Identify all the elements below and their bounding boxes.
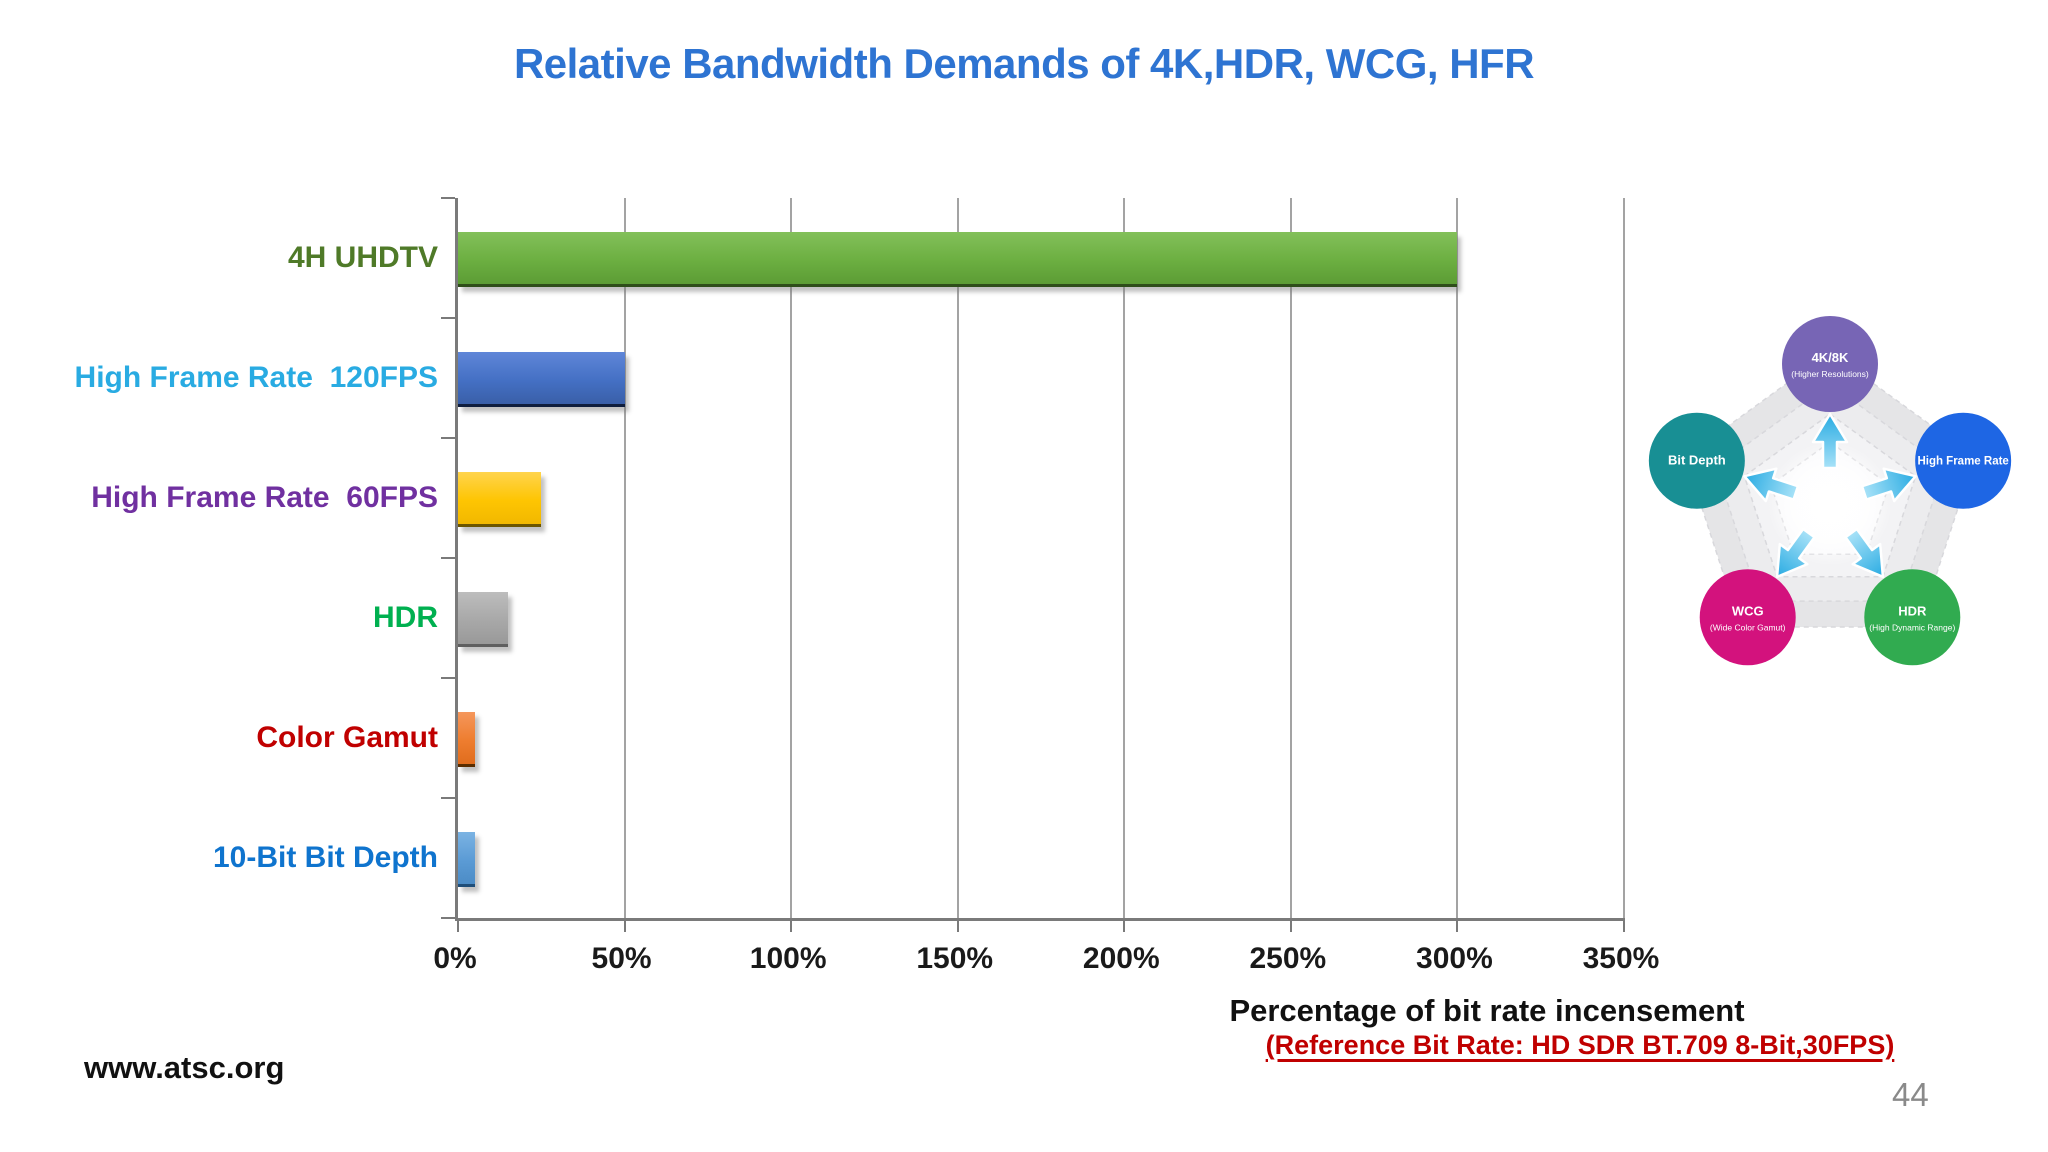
gridline	[1456, 198, 1459, 918]
y-axis-tick	[441, 317, 455, 319]
category-label: High Frame Rate 120FPS	[74, 361, 438, 394]
category-label: HDR	[373, 601, 438, 634]
node-circle	[1915, 412, 2012, 509]
chart-plot-area	[441, 197, 1625, 932]
bar	[458, 712, 475, 767]
x-tick-label: 50%	[591, 942, 652, 975]
page-title: Relative Bandwidth Demands of 4K,HDR, WC…	[513, 40, 1535, 87]
x-axis-tick	[623, 918, 626, 932]
x-tick-label: 150%	[916, 942, 994, 975]
gridline	[790, 198, 793, 918]
x-axis-reference-note: (Reference Bit Rate: HD SDR BT.709 8-Bit…	[1265, 1030, 1895, 1060]
gridline	[956, 198, 959, 918]
x-tick-label: 300%	[1416, 942, 1493, 975]
x-tick-label: 200%	[1082, 942, 1160, 975]
category-label: 4H UHDTV	[287, 241, 438, 274]
node-circle	[1648, 412, 1745, 509]
bar	[458, 832, 475, 887]
x-tick-label: 100%	[749, 942, 827, 975]
node-subtitle: (Wide Color Gamut)	[1710, 622, 1786, 632]
gridline	[623, 198, 626, 918]
node-4k8k: 4K/8K (Higher Resolutions)	[1782, 316, 1878, 412]
gridline	[1289, 198, 1292, 918]
bar	[458, 472, 542, 527]
node-hdr: HDR (High Dynamic Range)	[1864, 569, 1961, 666]
x-axis-tick	[1456, 918, 1459, 932]
x-axis-title: Percentage of bit rate incensement	[1229, 993, 1745, 1028]
node-subtitle: (Higher Resolutions)	[1791, 369, 1869, 379]
node-title: 4K/8K	[1812, 350, 1849, 365]
category-label: 10-Bit Bit Depth	[213, 841, 438, 874]
gridline	[1123, 198, 1126, 918]
y-axis-tick	[441, 677, 455, 679]
x-axis-tick	[956, 918, 959, 932]
x-axis-tick	[790, 918, 793, 932]
arrow-icon	[1743, 467, 1800, 503]
node-bit-depth: Bit Depth	[1648, 412, 1745, 509]
node-wcg: WCG (Wide Color Gamut)	[1699, 569, 1796, 666]
x-axis-tick	[457, 918, 459, 932]
gridline	[1623, 198, 1625, 918]
bar	[458, 232, 1458, 287]
website-url: www.atsc.org	[84, 1050, 285, 1085]
y-axis-tick	[441, 437, 455, 439]
node-title: WCG	[1732, 603, 1764, 618]
y-axis-tick	[441, 197, 455, 199]
arrow-icon	[1811, 412, 1849, 470]
node-title: Bit Depth	[1668, 453, 1726, 468]
category-label: Color Gamut	[256, 721, 438, 754]
bar	[458, 592, 508, 647]
arrow-icon	[1844, 527, 1885, 579]
page-number: 44	[1892, 1076, 1929, 1113]
y-axis-tick	[441, 797, 455, 799]
arrow-icon	[1860, 467, 1917, 503]
arrow-icon	[1775, 527, 1816, 579]
x-axis-tick	[1289, 918, 1292, 932]
node-high-frame-rate: High Frame Rate	[1915, 412, 2012, 509]
y-axis-tick	[441, 917, 455, 919]
x-tick-label: 0%	[433, 942, 477, 975]
y-axis-tick	[441, 557, 455, 559]
x-axis-tick	[1623, 918, 1625, 932]
node-circle	[1864, 569, 1961, 666]
x-axis-tick	[1123, 918, 1126, 932]
node-circle	[1782, 316, 1878, 412]
uhd-features-pentagon-diagram: 4K/8K (Higher Resolutions) High Frame Rate…	[1648, 316, 2012, 666]
x-tick-label: 250%	[1249, 942, 1327, 975]
node-subtitle: (High Dynamic Range)	[1869, 622, 1955, 632]
node-circle	[1699, 569, 1796, 666]
x-tick-label: 350%	[1582, 942, 1660, 975]
node-title: HDR	[1898, 603, 1927, 618]
category-label: High Frame Rate 60FPS	[91, 481, 438, 514]
node-title: High Frame Rate	[1917, 456, 2008, 468]
bar	[458, 352, 625, 407]
